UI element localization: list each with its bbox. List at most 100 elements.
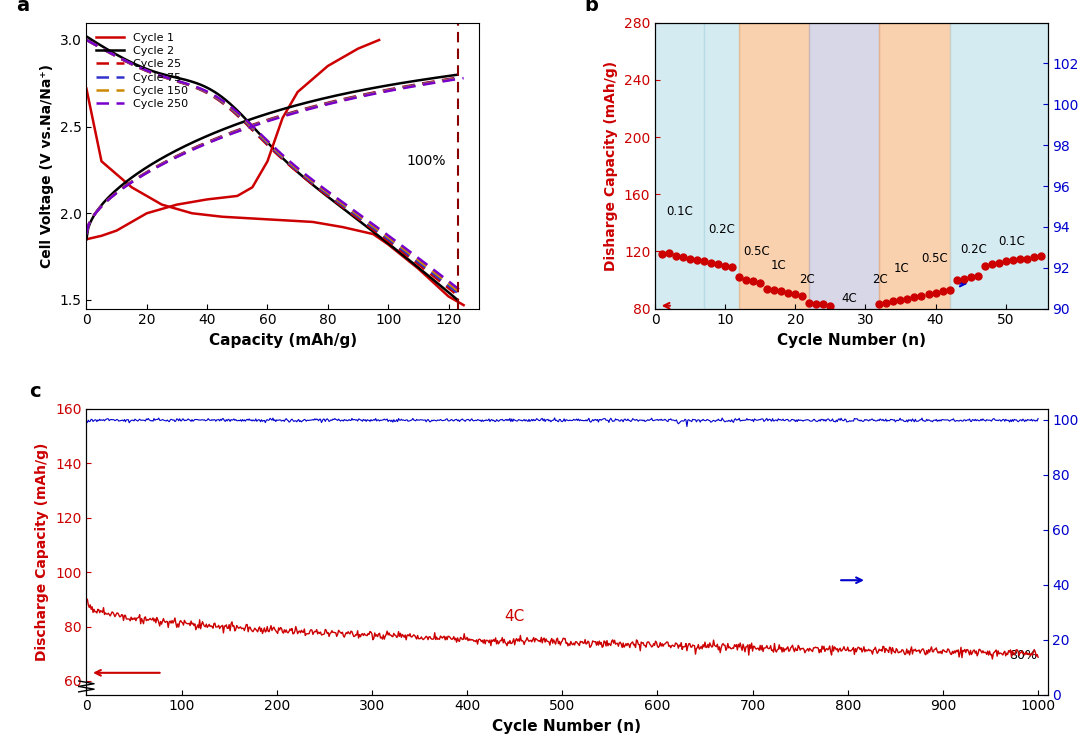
Point <box>759 282 777 294</box>
Bar <box>809 23 879 309</box>
Cycle 250 <box>80 35 93 45</box>
Line: Cycle 1: Cycle 1 <box>86 88 463 305</box>
Cycle 1 <box>216 212 229 221</box>
Point <box>1032 250 1050 262</box>
Cycle 1 <box>427 278 440 287</box>
Point <box>717 260 734 272</box>
Point <box>955 273 972 285</box>
Cycle 1 <box>457 300 470 310</box>
Cycle 2 <box>179 76 192 85</box>
Cycle 1 <box>442 292 455 301</box>
Bar <box>704 23 740 309</box>
Cycle 25 <box>80 35 93 45</box>
Cycle 1 <box>80 84 93 93</box>
Point <box>661 247 678 259</box>
Point <box>856 316 874 328</box>
Cycle 75 <box>103 48 116 57</box>
Y-axis label: Cell Voltage (V vs.Na/Na⁺): Cell Voltage (V vs.Na/Na⁺) <box>40 63 54 267</box>
Cycle 1 <box>366 230 379 239</box>
Point <box>681 252 699 264</box>
Cycle 150 <box>103 48 116 57</box>
Text: 4C: 4C <box>841 292 856 305</box>
X-axis label: Capacity (mAh/g): Capacity (mAh/g) <box>208 333 356 348</box>
Point <box>976 260 994 272</box>
Cycle 75 <box>179 79 192 88</box>
Text: 0.1C: 0.1C <box>999 235 1025 248</box>
Point <box>969 270 986 282</box>
Bar <box>879 23 949 309</box>
Point <box>696 255 713 267</box>
Cycle 1 <box>454 299 467 308</box>
Point <box>983 258 1000 270</box>
Text: 1C: 1C <box>893 262 909 275</box>
Cycle 1 <box>307 217 320 226</box>
Cycle 75 <box>80 35 93 45</box>
Point <box>766 284 783 296</box>
Bar <box>740 23 809 309</box>
Cycle 1 <box>337 223 350 232</box>
Text: 80%: 80% <box>1010 649 1038 662</box>
Point <box>1004 254 1022 266</box>
Point <box>689 254 706 266</box>
Cycle 150 <box>149 69 162 79</box>
Cycle 2 <box>451 295 464 304</box>
Line: Cycle 150: Cycle 150 <box>86 40 460 293</box>
Text: 4C: 4C <box>504 609 525 624</box>
Cycle 2 <box>432 280 445 289</box>
Cycle 250 <box>424 263 437 273</box>
Cycle 1 <box>396 252 409 261</box>
Cycle 1 <box>125 183 138 192</box>
Point <box>948 274 966 286</box>
Point <box>850 314 867 326</box>
Point <box>731 271 748 283</box>
Point <box>675 251 692 263</box>
Line: Cycle 2: Cycle 2 <box>86 36 458 300</box>
Bar <box>656 23 704 309</box>
Text: 2C: 2C <box>873 273 888 286</box>
Point <box>710 258 727 270</box>
Cycle 25 <box>417 263 430 273</box>
Cycle 1 <box>448 295 461 304</box>
Cycle 2 <box>419 269 432 278</box>
Point <box>934 285 951 297</box>
Cycle 25 <box>448 288 461 297</box>
Cycle 1 <box>186 208 199 217</box>
Point <box>842 316 860 328</box>
Point <box>899 292 916 304</box>
Cycle 1 <box>451 297 464 307</box>
Cycle 150 <box>95 44 108 53</box>
Cycle 2 <box>95 42 108 51</box>
X-axis label: Cycle Number (n): Cycle Number (n) <box>777 333 926 348</box>
Cycle 75 <box>451 288 464 297</box>
Point <box>878 297 895 309</box>
Point <box>724 261 741 273</box>
Cycle 250 <box>150 69 163 79</box>
Point <box>800 297 818 309</box>
Cycle 1 <box>246 214 259 223</box>
Point <box>941 284 958 296</box>
Cycle 150 <box>422 263 435 273</box>
Point <box>667 250 685 262</box>
Cycle 250 <box>95 44 108 53</box>
Cycle 2 <box>103 45 116 54</box>
Point <box>885 295 902 307</box>
Y-axis label: Disharge Capacity (mAh/g): Disharge Capacity (mAh/g) <box>605 60 619 271</box>
Text: 0.2C: 0.2C <box>707 223 734 236</box>
Cycle 25 <box>178 79 191 88</box>
Cycle 1 <box>95 157 108 166</box>
Bar <box>949 23 1048 309</box>
Text: 0.2C: 0.2C <box>960 243 987 257</box>
Cycle 150 <box>179 79 192 88</box>
Cycle 25 <box>430 273 443 282</box>
Point <box>794 290 811 302</box>
Text: c: c <box>29 382 40 401</box>
Point <box>1025 251 1042 263</box>
Point <box>864 314 881 326</box>
Cycle 250 <box>438 273 451 282</box>
Point <box>1018 252 1036 264</box>
Point <box>1011 252 1028 264</box>
X-axis label: Cycle Number (n): Cycle Number (n) <box>492 719 642 734</box>
Line: Cycle 75: Cycle 75 <box>86 40 458 293</box>
Point <box>836 314 853 326</box>
Point <box>786 288 804 300</box>
